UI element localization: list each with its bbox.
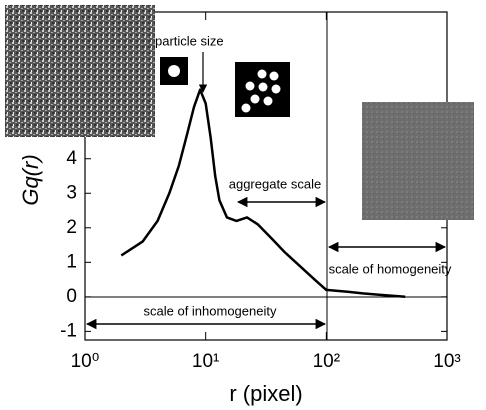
annotation: scale of inhomogeneity xyxy=(144,303,277,318)
y-tick-label: 3 xyxy=(66,182,77,203)
y-tick-label: 1 xyxy=(66,251,77,272)
x-tick-label: 10² xyxy=(313,351,340,372)
annotation: scale of homogeneity xyxy=(329,261,452,276)
x-tick-label: 10⁰ xyxy=(71,351,100,372)
y-tick-label: -1 xyxy=(60,320,77,341)
y-tick-label: 2 xyxy=(66,217,77,238)
annotation: particle size xyxy=(155,33,224,48)
x-tick-label: 10³ xyxy=(433,351,460,372)
data-line xyxy=(120,88,406,299)
annotation: aggregate scale xyxy=(229,176,322,191)
inset-image-inhomogeneous xyxy=(5,5,155,137)
inset-image-homogeneous xyxy=(362,102,474,220)
x-tick-label: 10¹ xyxy=(192,351,219,372)
particle-icon-dot xyxy=(168,65,180,77)
x-axis-label: r (pixel) xyxy=(229,381,302,406)
y-tick-label: 4 xyxy=(66,148,77,169)
y-tick-label: 0 xyxy=(66,286,77,307)
aggregate-icon xyxy=(235,62,290,117)
y-axis-label: Gq(r) xyxy=(18,154,43,205)
